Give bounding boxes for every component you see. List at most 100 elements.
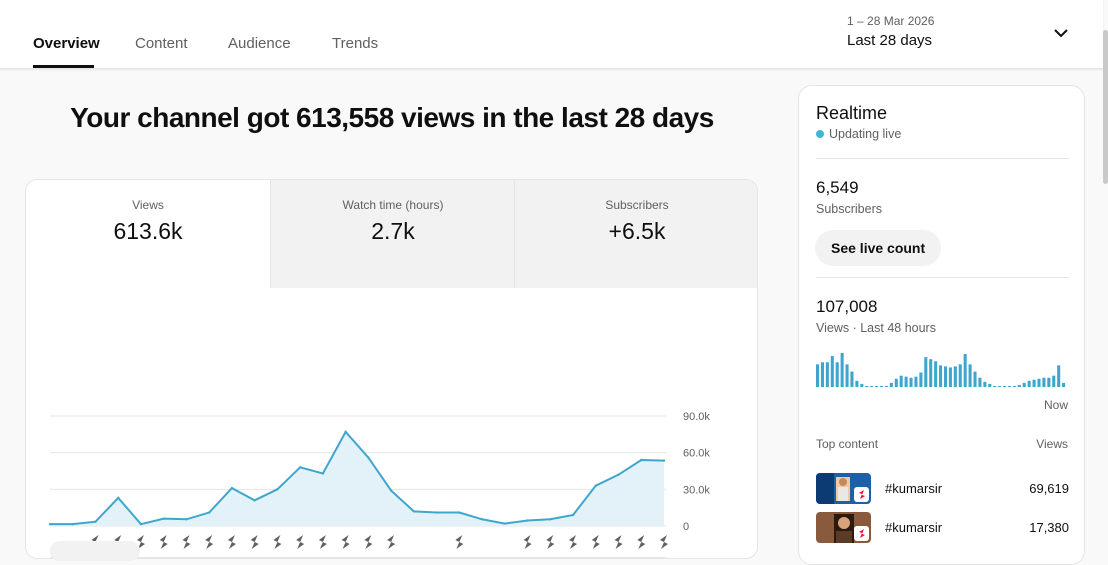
shorts-upload-icon[interactable] <box>546 535 555 549</box>
realtime-bar[interactable] <box>909 377 913 387</box>
shorts-upload-icon[interactable] <box>591 535 600 549</box>
page-scrollbar[interactable] <box>1103 30 1108 184</box>
realtime-bar[interactable] <box>948 367 952 387</box>
chevron-down-icon[interactable] <box>1052 26 1070 40</box>
realtime-bar[interactable] <box>943 366 948 387</box>
data-point[interactable] <box>117 496 120 500</box>
data-point[interactable] <box>185 518 188 521</box>
shorts-upload-icon[interactable] <box>136 535 145 549</box>
shorts-upload-icon[interactable] <box>455 535 464 549</box>
realtime-bar[interactable] <box>1022 382 1026 387</box>
shorts-upload-icon[interactable] <box>296 535 305 549</box>
realtime-bar[interactable] <box>875 385 879 387</box>
realtime-bar[interactable] <box>1003 385 1007 387</box>
realtime-bar[interactable] <box>968 364 972 387</box>
data-point[interactable] <box>321 472 325 475</box>
data-point[interactable] <box>640 458 643 462</box>
shorts-upload-icon[interactable] <box>614 535 623 549</box>
see-live-count-button[interactable]: See live count <box>815 230 942 266</box>
data-point[interactable] <box>571 513 575 517</box>
realtime-bar[interactable] <box>978 377 982 387</box>
shorts-upload-icon[interactable] <box>364 535 373 549</box>
data-point[interactable] <box>344 430 347 434</box>
realtime-bar[interactable] <box>919 372 923 387</box>
realtime-bar[interactable] <box>865 385 869 387</box>
realtime-bar[interactable] <box>830 356 834 387</box>
realtime-bar[interactable] <box>929 359 933 387</box>
realtime-bar[interactable] <box>845 364 849 387</box>
tab-content[interactable]: Content <box>135 35 188 52</box>
data-point[interactable] <box>617 473 620 476</box>
realtime-bar[interactable] <box>889 382 893 387</box>
data-point[interactable] <box>94 520 97 523</box>
see-more-button[interactable] <box>50 541 140 561</box>
realtime-bar[interactable] <box>850 371 854 387</box>
shorts-upload-icon[interactable] <box>341 535 350 549</box>
data-point[interactable] <box>298 466 302 469</box>
realtime-bar[interactable] <box>1037 378 1041 387</box>
realtime-bar[interactable] <box>879 385 884 387</box>
realtime-bar[interactable] <box>835 362 839 387</box>
data-point[interactable] <box>549 518 552 521</box>
realtime-bar[interactable] <box>1027 380 1031 387</box>
realtime-bar[interactable] <box>884 385 888 387</box>
data-point[interactable] <box>435 511 438 514</box>
realtime-bar[interactable] <box>924 357 928 387</box>
tab-overview[interactable]: Overview <box>33 35 100 52</box>
shorts-upload-icon[interactable] <box>318 535 327 549</box>
top-content-row[interactable]: #kumarsir 17,380 <box>816 512 1069 544</box>
realtime-bar[interactable] <box>825 362 829 387</box>
realtime-bar[interactable] <box>899 375 903 387</box>
data-point[interactable] <box>207 511 211 514</box>
realtime-bar[interactable] <box>1052 375 1056 387</box>
realtime-bar[interactable] <box>1047 377 1051 387</box>
data-point[interactable] <box>276 488 279 491</box>
realtime-bar[interactable] <box>904 376 908 387</box>
realtime-bar[interactable] <box>1042 377 1046 387</box>
shorts-upload-icon[interactable] <box>250 535 259 549</box>
realtime-bar-chart[interactable] <box>799 346 1085 406</box>
data-point[interactable] <box>139 522 143 526</box>
shorts-upload-icon[interactable] <box>159 535 168 549</box>
data-point[interactable] <box>389 489 393 492</box>
realtime-bar[interactable] <box>998 385 1002 387</box>
realtime-bar[interactable] <box>1032 379 1036 387</box>
realtime-bar[interactable] <box>860 383 864 387</box>
realtime-bar[interactable] <box>855 380 859 387</box>
shorts-upload-icon[interactable] <box>273 535 282 549</box>
metric-tab-views[interactable]: Views 613.6k <box>26 180 270 288</box>
shorts-upload-icon[interactable] <box>660 535 668 549</box>
realtime-bar[interactable] <box>988 383 992 387</box>
shorts-upload-icon[interactable] <box>205 535 214 549</box>
shorts-upload-icon[interactable] <box>227 535 236 549</box>
tab-trends[interactable]: Trends <box>332 35 379 52</box>
data-point[interactable] <box>503 522 507 525</box>
data-point[interactable] <box>594 484 597 487</box>
realtime-bar[interactable] <box>894 378 898 387</box>
metric-tab-watch-time[interactable]: Watch time (hours) 2.7k <box>271 180 515 288</box>
realtime-bar[interactable] <box>816 364 820 387</box>
shorts-upload-icon[interactable] <box>182 535 191 549</box>
data-point[interactable] <box>253 499 256 502</box>
data-point[interactable] <box>71 522 74 526</box>
shorts-upload-icon[interactable] <box>387 535 396 549</box>
data-point[interactable] <box>480 518 484 521</box>
realtime-bar[interactable] <box>983 381 987 387</box>
data-point[interactable] <box>162 517 165 520</box>
realtime-bar[interactable] <box>820 362 824 387</box>
video-thumbnail[interactable] <box>816 512 871 543</box>
realtime-bar[interactable] <box>870 385 874 387</box>
top-content-row[interactable]: #kumarsir 69,619 <box>816 473 1069 505</box>
realtime-bar[interactable] <box>1012 385 1016 387</box>
realtime-bar[interactable] <box>934 361 938 387</box>
realtime-bar[interactable] <box>1062 382 1066 387</box>
shorts-upload-icon[interactable] <box>523 535 532 549</box>
realtime-bar[interactable] <box>939 365 943 387</box>
data-point[interactable] <box>48 522 52 526</box>
realtime-bar[interactable] <box>914 376 918 387</box>
tab-audience[interactable]: Audience <box>228 35 291 52</box>
metric-tab-subscribers[interactable]: Subscribers +6.5k <box>515 180 757 288</box>
data-point[interactable] <box>458 511 461 514</box>
shorts-upload-icon[interactable] <box>637 535 646 549</box>
